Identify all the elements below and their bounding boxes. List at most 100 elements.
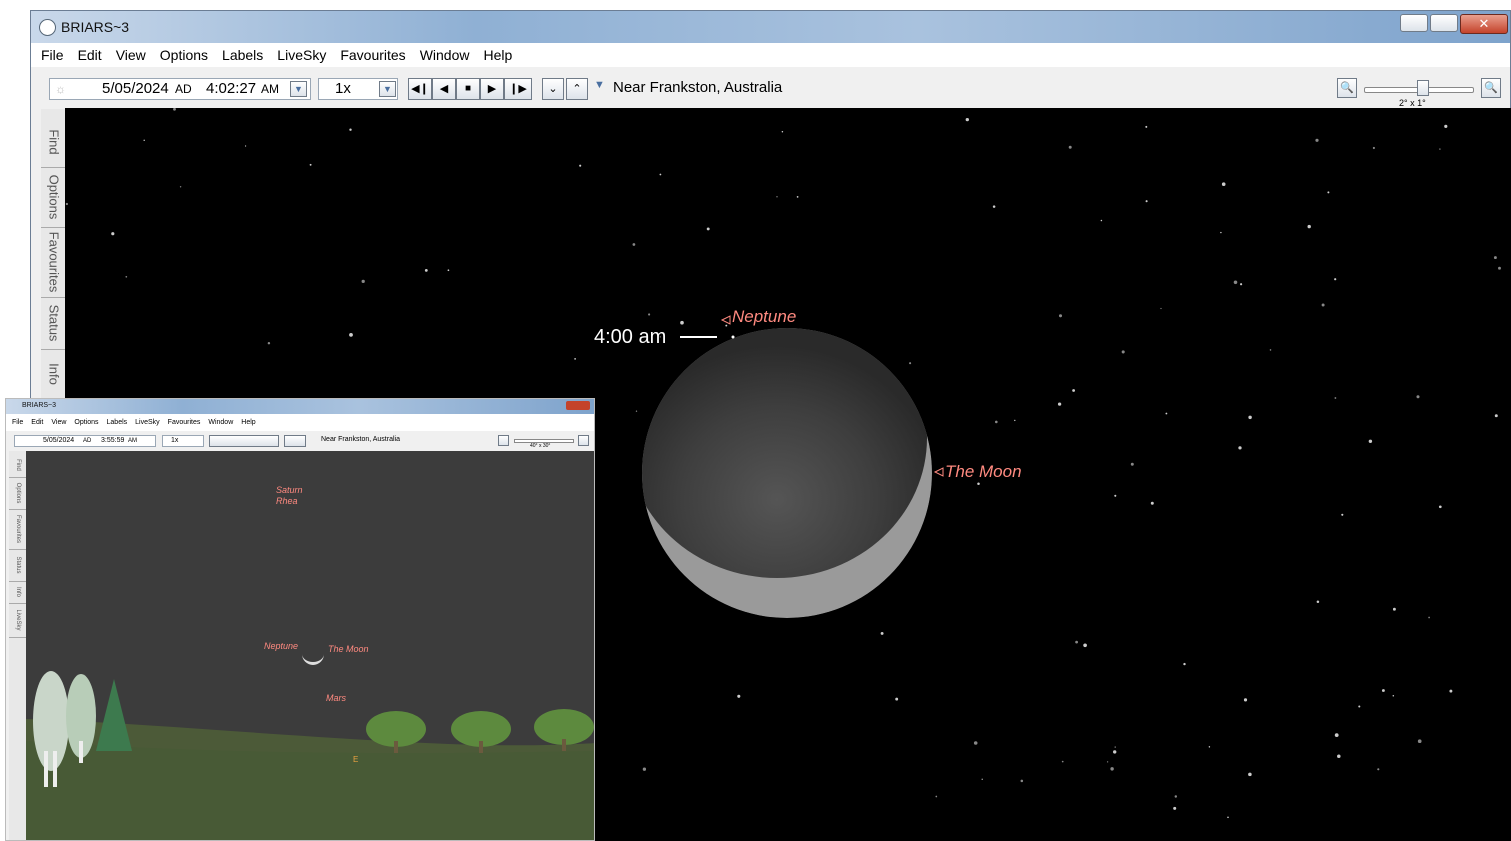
menu-item[interactable]: File bbox=[41, 43, 64, 67]
menu-item[interactable]: View bbox=[51, 414, 66, 431]
star bbox=[1114, 495, 1116, 497]
stop-button[interactable]: ■ bbox=[456, 78, 480, 100]
compass-label: E bbox=[353, 755, 358, 764]
side-tab[interactable]: Favourites bbox=[41, 227, 66, 298]
inset-rate-field[interactable]: 1x bbox=[162, 435, 204, 447]
menu-item[interactable]: Options bbox=[74, 414, 98, 431]
play-back-button[interactable]: ◀ bbox=[432, 78, 456, 100]
ground bbox=[26, 741, 595, 841]
inset-window-title: BRIARS~3 bbox=[22, 402, 56, 409]
inset-close-button[interactable] bbox=[566, 401, 590, 410]
zoom-out-button[interactable]: 🔍 bbox=[1337, 78, 1357, 98]
inset-date-time-field[interactable]: 5/05/2024 AD 3:55:59 AM bbox=[14, 435, 156, 447]
menu-item[interactable]: View bbox=[116, 43, 146, 67]
star bbox=[737, 695, 740, 698]
side-tab-label: Favourites bbox=[15, 515, 21, 543]
menu-item[interactable]: Favourites bbox=[168, 414, 201, 431]
rate-dropdown[interactable]: ▼ bbox=[379, 81, 396, 97]
screen: BRIARS~3 ✕ File Edit View Options Labels Live… bbox=[0, 0, 1511, 841]
star bbox=[1358, 705, 1360, 707]
time-dropdown[interactable]: ▼ bbox=[290, 81, 307, 97]
maximize-button[interactable] bbox=[1430, 14, 1458, 32]
rate-field[interactable]: 1x ▼ bbox=[318, 78, 398, 100]
inset-date: 5/05/2024 bbox=[43, 436, 74, 446]
star bbox=[1131, 463, 1134, 466]
star bbox=[579, 165, 581, 167]
star bbox=[1107, 761, 1108, 762]
star bbox=[1173, 807, 1176, 810]
inset-zoom-in[interactable] bbox=[578, 435, 589, 446]
inset-rhea-label[interactable]: Rhea bbox=[276, 496, 298, 506]
menu-item[interactable]: Labels bbox=[222, 43, 263, 67]
star bbox=[1393, 608, 1396, 611]
star bbox=[1072, 389, 1075, 392]
side-tab[interactable]: Status bbox=[41, 297, 66, 350]
star bbox=[995, 421, 998, 424]
menu-item[interactable]: Edit bbox=[78, 43, 102, 67]
menu-item[interactable]: Help bbox=[241, 414, 255, 431]
star bbox=[1101, 220, 1103, 222]
side-tab-label: Find bbox=[46, 129, 61, 154]
star bbox=[1308, 225, 1311, 228]
menu-item[interactable]: File bbox=[12, 414, 23, 431]
side-tab[interactable]: Info bbox=[9, 581, 26, 604]
step-back-button[interactable]: ◀❙ bbox=[408, 78, 432, 100]
location-dropdown[interactable]: ▼ bbox=[594, 79, 605, 91]
star bbox=[1315, 139, 1318, 142]
star bbox=[1248, 416, 1251, 419]
neptune[interactable] bbox=[732, 336, 735, 339]
menu-item[interactable]: Window bbox=[420, 43, 470, 67]
inset-step-buttons[interactable] bbox=[284, 435, 306, 447]
field-of-view: 2° x 1° bbox=[1399, 98, 1426, 108]
zoom-thumb[interactable] bbox=[1417, 80, 1429, 96]
inset-menu-bar: File Edit View Options Labels LiveSky Favourit… bbox=[6, 414, 594, 432]
moon-label[interactable]: The Moon bbox=[945, 462, 1022, 481]
inset-rate: 1x bbox=[171, 436, 178, 446]
side-tab-label: Status bbox=[15, 556, 21, 573]
star bbox=[1428, 617, 1430, 619]
zoom-in-button[interactable]: 🔍 bbox=[1481, 78, 1501, 98]
step-forward-button[interactable]: ❙▶ bbox=[504, 78, 532, 100]
menu-item[interactable]: Options bbox=[160, 43, 208, 67]
star bbox=[1382, 689, 1385, 692]
inset-moon-label[interactable]: The Moon bbox=[328, 644, 369, 654]
inset-playback-buttons[interactable] bbox=[209, 435, 279, 447]
side-tab[interactable]: Info bbox=[41, 349, 66, 400]
inset-location: Near Frankston, Australia bbox=[321, 436, 400, 443]
star bbox=[680, 321, 684, 325]
side-tab[interactable]: Favourites bbox=[9, 509, 26, 550]
side-tab[interactable]: Find bbox=[9, 453, 26, 478]
inset-neptune-label[interactable]: Neptune bbox=[264, 641, 298, 651]
down-button[interactable]: ⌄ bbox=[542, 78, 564, 100]
era: AD bbox=[175, 79, 192, 99]
menu-item[interactable]: Edit bbox=[31, 414, 43, 431]
star bbox=[1334, 397, 1336, 399]
menu-item[interactable]: Window bbox=[208, 414, 233, 431]
neptune-label[interactable]: Neptune bbox=[732, 307, 796, 326]
minimize-button[interactable] bbox=[1400, 14, 1428, 32]
date-time-field[interactable]: ☼ 5/05/2024 AD 4:02:27 AM ▼ bbox=[49, 78, 311, 100]
star bbox=[636, 411, 637, 412]
inset-saturn-label[interactable]: Saturn bbox=[276, 485, 303, 495]
star bbox=[1337, 755, 1341, 759]
menu-item[interactable]: LiveSky bbox=[135, 414, 160, 431]
inset-mars-label[interactable]: Mars bbox=[326, 693, 346, 703]
side-tab[interactable]: Options bbox=[9, 477, 26, 510]
side-tab[interactable]: Find bbox=[41, 117, 66, 168]
menu-item[interactable]: Help bbox=[483, 43, 512, 67]
inset-zoom-out[interactable] bbox=[498, 435, 509, 446]
star bbox=[1058, 402, 1061, 405]
up-button[interactable]: ⌃ bbox=[566, 78, 588, 100]
close-button[interactable]: ✕ bbox=[1460, 14, 1508, 34]
star bbox=[1377, 768, 1379, 770]
inset-sky-view[interactable]: Saturn Rhea Neptune The Moon Mars E bbox=[26, 451, 595, 841]
star bbox=[180, 186, 181, 187]
side-tab[interactable]: Options bbox=[41, 167, 66, 228]
star bbox=[66, 203, 68, 205]
menu-item[interactable]: Labels bbox=[107, 414, 128, 431]
menu-item[interactable]: LiveSky bbox=[277, 43, 326, 67]
side-tab[interactable]: Status bbox=[9, 549, 26, 582]
play-button[interactable]: ▶ bbox=[480, 78, 504, 100]
menu-item[interactable]: Favourites bbox=[340, 43, 405, 67]
side-tab[interactable]: LiveSky bbox=[9, 603, 26, 638]
